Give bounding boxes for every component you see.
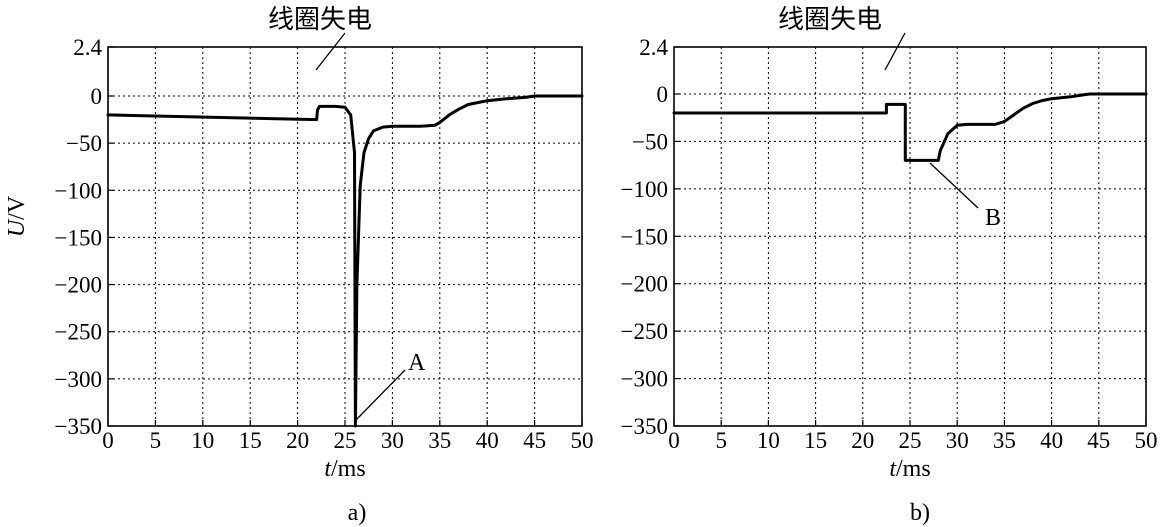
x-axis-unit: /ms <box>331 456 366 482</box>
x-axis-title: t/ms <box>324 456 365 482</box>
y-tick-label: −50 <box>632 129 668 154</box>
chart-panel-a: 0 5 10 15 20 25 30 35 40 45 50 2.4 0 −50 −100 −150 −200 −… <box>4 5 594 526</box>
y-tick-label: 0 <box>91 84 103 109</box>
y-axis-title: U/V <box>4 195 30 237</box>
y-tick-label: −50 <box>66 131 102 156</box>
y-tick-label: −200 <box>55 273 102 298</box>
x-tick-label: 25 <box>334 428 357 453</box>
x-tick-label: 5 <box>150 428 162 453</box>
x-tick-label: 15 <box>239 428 262 453</box>
x-tick-label: 40 <box>1040 428 1063 453</box>
panel-label: b) <box>910 500 930 526</box>
y-tick-label: 2.4 <box>73 35 102 60</box>
x-tick-label: 25 <box>899 428 922 453</box>
x-tick-label: 20 <box>286 428 309 453</box>
annotation-point-label: A <box>408 350 426 376</box>
x-tick-label: 0 <box>668 428 680 453</box>
x-tick-label: 30 <box>381 428 404 453</box>
x-tick-label: 35 <box>428 428 451 453</box>
y-tick-label: 0 <box>657 82 669 107</box>
x-tick-label: 5 <box>715 428 727 453</box>
x-tick-label: 40 <box>476 428 499 453</box>
y-axis-unit: /V <box>4 195 30 220</box>
x-tick-label: 10 <box>757 428 780 453</box>
y-tick-label: −100 <box>621 177 668 202</box>
y-tick-label: −100 <box>55 178 102 203</box>
voltage-curve <box>106 94 584 428</box>
x-tick-label: 45 <box>1087 428 1110 453</box>
x-tick-label: 50 <box>1135 428 1158 453</box>
y-tick-label: 2.4 <box>639 35 668 60</box>
panel-label: a) <box>348 500 367 526</box>
y-tick-label: −350 <box>55 414 102 439</box>
x-tick-label: 10 <box>191 428 214 453</box>
x-axis-variable: t <box>889 456 897 482</box>
x-axis-variable: t <box>324 456 332 482</box>
x-tick-label: 50 <box>571 428 594 453</box>
annotation-leader <box>315 32 346 71</box>
annotation-point-label: B <box>985 205 1001 231</box>
x-axis-unit: /ms <box>896 456 931 482</box>
x-tick-label: 35 <box>993 428 1016 453</box>
y-tick-label: −150 <box>55 225 102 250</box>
x-tick-label: 20 <box>851 428 874 453</box>
x-axis-title: t/ms <box>889 456 930 482</box>
annotation-leader <box>884 32 906 71</box>
x-tick-label: 15 <box>804 428 827 453</box>
annotation-leader <box>355 369 406 421</box>
y-tick-label: −200 <box>621 272 668 297</box>
y-tick-label: −300 <box>55 367 102 392</box>
annotation-leader <box>929 162 979 209</box>
annotation-coil-deenergized: 线圈失电 <box>778 5 882 35</box>
y-axis-variable: U <box>4 218 30 237</box>
annotation-coil-deenergized: 线圈失电 <box>268 5 372 35</box>
y-tick-label: −150 <box>621 224 668 249</box>
voltage-curve <box>672 92 1148 162</box>
y-tick-label: −300 <box>621 367 668 392</box>
y-tick-label: −250 <box>621 319 668 344</box>
y-tick-label: −350 <box>621 414 668 439</box>
x-tick-label: 45 <box>523 428 546 453</box>
chart-panel-b: 0 5 10 15 20 25 30 35 40 45 50 2.4 0 −50 −100 −150 −200 −… <box>621 5 1158 526</box>
x-tick-label: 30 <box>946 428 969 453</box>
x-tick-label: 0 <box>102 428 114 453</box>
y-tick-label: −250 <box>55 320 102 345</box>
